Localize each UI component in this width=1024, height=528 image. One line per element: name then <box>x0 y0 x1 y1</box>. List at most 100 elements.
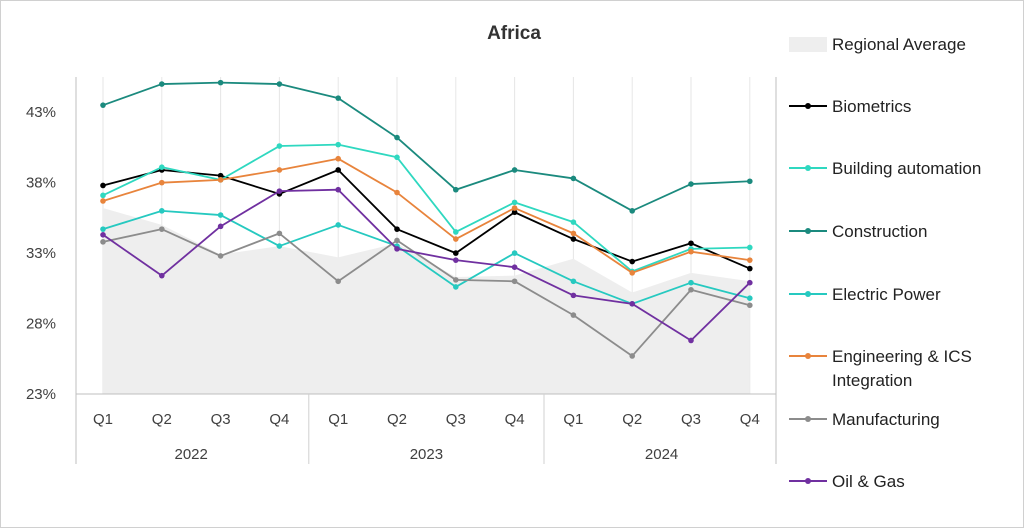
data-point-construction <box>570 175 577 182</box>
data-point-manufacturing <box>335 278 342 285</box>
data-point-biometrics <box>453 250 459 256</box>
data-point-manufacturing <box>394 237 400 244</box>
data-point-electric-power <box>335 222 342 228</box>
data-point-construction <box>511 167 518 173</box>
data-point-building-automation <box>276 143 283 149</box>
data-point-oil-and-gas <box>276 188 283 194</box>
x-tick-label: Q4 <box>269 411 289 428</box>
x-tick-label: Q2 <box>387 411 407 428</box>
legend: Regional Average Biometrics Building autom… <box>789 35 981 491</box>
data-point-construction <box>688 181 694 187</box>
x-tick-label: Q1 <box>328 411 348 428</box>
data-point-electric-power <box>511 250 518 256</box>
data-point-oil-and-gas <box>570 292 577 299</box>
data-point-electric-power <box>217 212 224 218</box>
data-point-electric-power <box>453 284 459 290</box>
data-point-construction <box>453 186 459 193</box>
data-point-oil-and-gas <box>217 223 224 230</box>
legend-marker-manufacturing <box>805 416 811 422</box>
legend-marker-biometrics <box>805 103 811 109</box>
legend-label-biometrics: Biometrics <box>832 97 911 116</box>
data-point-manufacturing <box>159 226 165 232</box>
data-point-manufacturing <box>688 286 694 293</box>
data-point-biometrics <box>335 167 342 173</box>
legend-label-regional-average: Regional Average <box>832 35 966 54</box>
legend-label-building-automation: Building automation <box>832 159 981 178</box>
data-point-biometrics <box>100 182 106 189</box>
data-point-oil-and-gas <box>100 231 106 238</box>
data-point-construction <box>394 134 400 141</box>
axes: 23% 28% 33% 38% 43% 2022 2023 2024 Q1 Q2 Q3 Q4 Q1 Q2 Q… <box>26 77 777 464</box>
legend-label-engineering-and-ics-integration: Engineering & ICS Integration <box>832 347 972 390</box>
data-point-building-automation <box>159 164 165 170</box>
series-line-electric-power <box>102 209 751 305</box>
data-point-construction <box>217 79 224 86</box>
x-tick-label: Q3 <box>211 411 231 428</box>
y-tick-label: 38% <box>26 175 56 192</box>
data-point-biometrics <box>511 209 518 216</box>
series-electric-power <box>100 208 753 307</box>
x-tick-label: Q2 <box>152 411 172 428</box>
legend-label-electric-power: Electric Power <box>832 285 941 304</box>
data-point-building-automation <box>570 219 577 225</box>
data-point-engineering-and-ics-integration <box>453 236 459 242</box>
data-point-oil-and-gas <box>394 246 400 252</box>
data-point-engineering-and-ics-integration <box>394 189 400 196</box>
x-tick-label: Q2 <box>622 411 642 428</box>
chart-title: Africa <box>487 23 541 44</box>
data-point-oil-and-gas <box>159 272 165 279</box>
legend-label-manufacturing: Manufacturing <box>832 410 940 429</box>
x-tick-label: Q4 <box>740 411 760 428</box>
data-point-oil-and-gas <box>747 279 753 286</box>
data-point-building-automation <box>335 141 342 148</box>
legend-marker-building-automation <box>805 165 811 171</box>
data-point-electric-power <box>570 278 577 285</box>
data-point-building-automation <box>747 244 753 251</box>
x-tick-label: Q3 <box>681 411 701 428</box>
y-tick-label: 43% <box>26 104 56 121</box>
x-tick-label: Q1 <box>563 411 583 428</box>
y-tick-label: 33% <box>26 245 56 262</box>
data-point-manufacturing <box>217 253 224 259</box>
legend-label-construction: Construction <box>832 222 927 241</box>
data-point-manufacturing <box>100 239 106 245</box>
data-point-engineering-and-ics-integration <box>335 155 342 162</box>
data-point-manufacturing <box>453 277 459 283</box>
series-line-biometrics <box>102 169 751 270</box>
data-point-electric-power <box>688 279 694 286</box>
series-line-oil-and-gas <box>102 188 751 342</box>
data-point-oil-and-gas <box>688 337 694 344</box>
legend-label-oil-and-gas: Oil & Gas <box>832 472 905 491</box>
y-tick-label: 23% <box>26 386 56 403</box>
data-point-biometrics <box>217 172 224 179</box>
data-point-biometrics <box>747 265 753 272</box>
regional-average-area-shape <box>103 208 750 394</box>
data-point-electric-power <box>276 243 283 249</box>
data-point-manufacturing <box>629 353 635 359</box>
data-point-oil-and-gas <box>453 257 459 263</box>
data-point-biometrics <box>688 240 694 247</box>
series-manufacturing <box>100 226 753 359</box>
data-point-oil-and-gas <box>335 186 342 193</box>
data-point-biometrics <box>629 258 635 265</box>
data-point-building-automation <box>100 192 106 199</box>
series-line-construction <box>102 81 750 212</box>
series-lines <box>100 79 753 359</box>
data-point-electric-power <box>747 295 753 301</box>
y-tick-label: 28% <box>26 316 56 333</box>
data-point-construction <box>100 102 106 108</box>
data-point-electric-power <box>100 226 106 232</box>
data-point-construction <box>629 208 635 214</box>
series-line-engineering-and-ics-integration <box>102 157 750 274</box>
legend-marker-oil-and-gas <box>805 478 811 484</box>
data-point-construction <box>159 81 165 87</box>
x-tick-label: Q1 <box>93 411 113 428</box>
data-point-building-automation <box>394 154 400 161</box>
data-point-construction <box>747 178 753 185</box>
series-biometrics <box>100 167 753 272</box>
data-point-biometrics <box>570 236 577 242</box>
series-oil-and-gas <box>100 186 753 344</box>
data-point-manufacturing <box>747 302 753 309</box>
